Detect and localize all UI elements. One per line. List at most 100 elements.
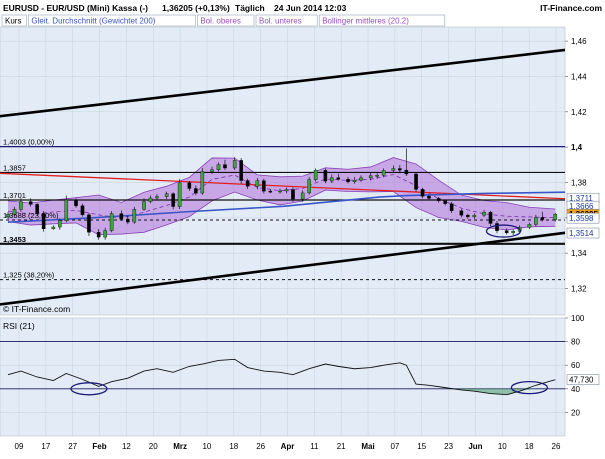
price-tag-label: 1,3666 bbox=[569, 202, 594, 211]
candle-body bbox=[216, 164, 221, 170]
wma-line bbox=[7, 191, 566, 224]
candle-body bbox=[291, 189, 295, 200]
last-price: 1,36205 (+0,13%) bbox=[162, 3, 230, 13]
candle-body bbox=[284, 189, 289, 192]
candle-body bbox=[313, 170, 318, 180]
x-tick-label: Apr bbox=[281, 442, 295, 451]
candle-body bbox=[459, 210, 464, 216]
x-tick-label: 09 bbox=[15, 442, 24, 451]
legend: Kurs Gleit. Durchschnitt (Gewichtet 200) B… bbox=[1, 14, 446, 27]
candle-body bbox=[155, 196, 159, 199]
legend-box bbox=[255, 14, 318, 27]
legend-label: Bollinger mittleres (20.2) bbox=[322, 17, 409, 26]
candle-body bbox=[307, 179, 311, 194]
x-tick-label: 23 bbox=[444, 442, 453, 451]
candle-body bbox=[414, 173, 418, 190]
candle-body bbox=[142, 201, 146, 210]
datetime-label: 24 Jun 2014 12:03 bbox=[274, 3, 347, 13]
candle-body bbox=[404, 169, 409, 175]
channel-trendline bbox=[0, 48, 566, 118]
candle-body bbox=[352, 179, 357, 182]
legend-label: Bol. unteres bbox=[259, 17, 302, 26]
candle-body bbox=[495, 223, 499, 231]
candle-body bbox=[171, 193, 175, 207]
rsi-series bbox=[7, 358, 556, 396]
candle-body bbox=[300, 192, 305, 200]
rsi-title: RSI (21) bbox=[3, 321, 35, 331]
candle-body bbox=[164, 193, 169, 197]
rsi-annotations bbox=[70, 380, 549, 396]
candle-body bbox=[103, 230, 107, 238]
main-y-tick-label: 1,4 bbox=[571, 143, 583, 152]
candle-body bbox=[336, 177, 341, 180]
candle-body bbox=[35, 204, 39, 214]
candle-body bbox=[80, 205, 85, 216]
rsi-y-tick-label: 100 bbox=[571, 314, 585, 323]
level-label: 1,3588 (23,60%) bbox=[3, 211, 59, 220]
x-tick-label: 11 bbox=[310, 442, 319, 451]
candle-body bbox=[420, 189, 425, 197]
candle-body bbox=[210, 169, 214, 172]
x-tick-label: Jun bbox=[468, 442, 482, 451]
x-tick-label: 27 bbox=[68, 442, 77, 451]
candles bbox=[6, 148, 558, 240]
x-tick-label: 20 bbox=[149, 442, 158, 451]
candle-body bbox=[232, 160, 237, 169]
candle-body bbox=[540, 217, 545, 220]
x-tick-label: 21 bbox=[337, 442, 346, 451]
candle-body bbox=[148, 197, 153, 202]
main-annotations bbox=[485, 224, 522, 238]
x-tick-label: Feb bbox=[92, 442, 106, 451]
candle-body bbox=[255, 180, 260, 187]
legend-label: Gleit. Durchschnitt (Gewichtet 200) bbox=[31, 17, 155, 26]
candle-body bbox=[119, 213, 124, 220]
symbol-title: EURUSD - EUR/USD (Mini) Kassa (-) bbox=[3, 3, 148, 13]
legend-box bbox=[1, 14, 27, 27]
rsi-line bbox=[7, 358, 556, 396]
candle-body bbox=[534, 217, 538, 225]
legend-label: Kurs bbox=[5, 17, 21, 26]
x-tick-label: 18 bbox=[525, 442, 534, 451]
rsi-annotation-ellipse bbox=[510, 380, 549, 395]
rsi-y-tick-label: 60 bbox=[571, 361, 580, 370]
candle-body bbox=[323, 170, 328, 182]
candle-body bbox=[187, 182, 192, 189]
x-axis: 09 17 27 Feb 12 20 Mrz 10 18 26 Apr 11 21 Mai 07 15 23 Ju… bbox=[15, 442, 561, 451]
candle-body bbox=[239, 160, 243, 181]
candle-body bbox=[268, 190, 273, 193]
candle-body bbox=[177, 182, 182, 207]
channel-trendline bbox=[0, 231, 566, 306]
rsi-y-tick-label: 40 bbox=[571, 385, 580, 394]
legend-box bbox=[197, 14, 255, 27]
bollinger-fill bbox=[8, 157, 556, 235]
watermark: © IT-Finance.com bbox=[3, 304, 70, 314]
x-tick-label: 26 bbox=[552, 442, 561, 451]
x-tick-label: Mai bbox=[361, 442, 374, 451]
legend-label: Bol. oberes bbox=[200, 17, 240, 26]
price-tag-box bbox=[566, 212, 600, 224]
candle-body bbox=[346, 179, 350, 182]
candle-body bbox=[19, 201, 23, 210]
candle-body bbox=[194, 188, 198, 194]
candle-body bbox=[488, 211, 493, 224]
level-label: 1,3701 bbox=[3, 191, 26, 200]
candle-body bbox=[368, 175, 373, 179]
legend-box bbox=[318, 14, 446, 27]
x-tick-label: 07 bbox=[390, 442, 399, 451]
rsi-panel bbox=[0, 317, 566, 437]
candle-body bbox=[278, 190, 282, 193]
x-tick-label: 12 bbox=[122, 442, 131, 451]
candle-body bbox=[381, 170, 386, 176]
rsi-annotation-ellipse bbox=[70, 382, 108, 396]
candle-body bbox=[223, 164, 227, 169]
main-y-tick-label: 1,34 bbox=[571, 249, 587, 258]
x-tick-label: 15 bbox=[417, 442, 426, 451]
candle-body bbox=[359, 177, 363, 181]
legend-box bbox=[28, 14, 196, 27]
x-tick-label: 17 bbox=[41, 442, 50, 451]
main-panel bbox=[0, 26, 566, 316]
candle-body bbox=[28, 201, 33, 205]
price-tag-label: 1,3598 bbox=[569, 214, 594, 223]
